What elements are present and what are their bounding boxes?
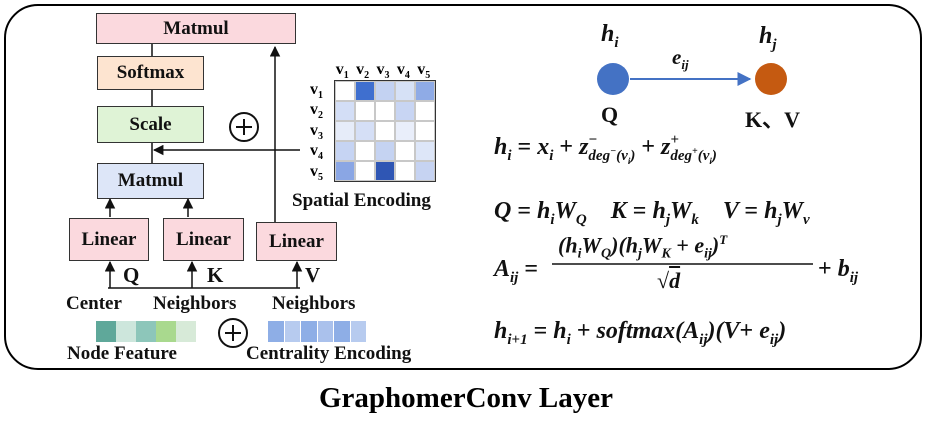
spatial-cell <box>395 101 415 121</box>
equation-3-denominator: √d <box>657 268 681 293</box>
spatial-cell <box>335 141 355 161</box>
spatial-col-labels: v1 v2 v3 v4 v5 <box>332 61 434 82</box>
spatial-cell <box>355 121 375 141</box>
spatial-cell <box>355 141 375 161</box>
node-feature-strip <box>96 321 196 342</box>
spatial-cell <box>415 141 435 161</box>
spatial-cell <box>335 81 355 101</box>
matmul-top-label: Matmul <box>163 17 229 39</box>
input-k-label: K <box>207 263 224 287</box>
edge-label: eij <box>672 45 689 73</box>
softmax-block: Softmax <box>97 56 204 90</box>
centrality-cell <box>350 321 367 342</box>
diagram-frame <box>4 4 922 370</box>
linear-q-block: Linear <box>69 218 149 261</box>
linear-v-label: Linear <box>269 230 324 252</box>
node-j-label: hj <box>759 23 777 53</box>
spatial-cell <box>415 81 435 101</box>
spatial-cell <box>375 141 395 161</box>
spatial-cell <box>395 161 415 181</box>
equation-3-lhs: Aij = <box>494 256 539 286</box>
spatial-row-label: v3 <box>310 121 323 142</box>
scale-label: Scale <box>129 113 172 135</box>
spatial-cell <box>355 161 375 181</box>
neighbors-v-label: Neighbors <box>272 293 356 314</box>
centrality-cell <box>334 321 351 342</box>
linear-q-label: Linear <box>81 228 137 250</box>
spatial-cell <box>415 121 435 141</box>
linear-k-block: Linear <box>163 218 244 261</box>
spatial-cell <box>395 81 415 101</box>
spatial-cell <box>355 101 375 121</box>
spatial-cell <box>355 81 375 101</box>
spatial-row-labels: v1 v2 v3 v4 v5 <box>310 80 332 183</box>
linear-k-label: Linear <box>176 228 231 250</box>
matmul-mid-label: Matmul <box>117 170 184 191</box>
neighbors-k-label: Neighbors <box>153 293 237 314</box>
spatial-col-label: v5 <box>417 61 431 82</box>
add-spatial-icon <box>229 112 259 142</box>
equation-1: hi = xi + z − deg−(vi) + z + deg+(vi) <box>494 132 717 167</box>
spatial-encoding-matrix <box>334 80 436 182</box>
spatial-col-label: v1 <box>335 61 349 82</box>
spatial-row-label: v5 <box>310 162 323 183</box>
spatial-cell <box>335 121 355 141</box>
input-v-label: V <box>305 263 321 287</box>
spatial-cell <box>335 101 355 121</box>
centrality-encoding-label: Centrality Encoding <box>246 343 412 364</box>
spatial-cell <box>375 101 395 121</box>
node-feature-cell <box>96 321 116 342</box>
center-label: Center <box>66 293 122 314</box>
spatial-cell <box>395 141 415 161</box>
node-feature-cell <box>176 321 196 342</box>
spatial-cell <box>415 101 435 121</box>
spatial-row-label: v4 <box>310 142 323 163</box>
centrality-cell <box>268 321 285 342</box>
equation-3-numerator: (hiWQ)(hjWK + eij)T <box>558 232 728 262</box>
node-feature-label: Node Feature <box>67 343 177 364</box>
softmax-label: Softmax <box>116 62 185 83</box>
node-feature-cell <box>116 321 136 342</box>
node-feature-cell <box>156 321 176 342</box>
spatial-row-label: v2 <box>310 101 323 122</box>
centrality-cell <box>284 321 301 342</box>
spatial-cell <box>415 161 435 181</box>
query-label: Q <box>601 102 619 127</box>
equation-2: Q = hiWQ K = hjWk V = hjWv <box>494 198 810 228</box>
spatial-cell <box>335 161 355 181</box>
matmul-top-block: Matmul <box>96 13 296 44</box>
spatial-cell <box>375 81 395 101</box>
graph-node-i <box>597 63 629 95</box>
centrality-cell <box>301 321 318 342</box>
add-centrality-icon <box>218 318 248 348</box>
centrality-cell <box>317 321 334 342</box>
matmul-mid-block: Matmul <box>97 163 204 199</box>
node-feature-cell <box>136 321 156 342</box>
spatial-row-label: v1 <box>310 81 323 102</box>
diagram-title: GraphomerConv Layer <box>319 382 613 414</box>
spatial-cell <box>375 121 395 141</box>
node-i-label: hi <box>601 21 619 51</box>
spatial-col-label: v4 <box>396 61 410 82</box>
spatial-col-label: v3 <box>376 61 390 82</box>
centrality-encoding-strip <box>268 321 367 342</box>
equation-4: hi+1 = hi + softmax(Aij)(V+ eij) <box>494 318 787 348</box>
spatial-col-label: v2 <box>356 61 370 82</box>
equation-3-bias: + bij <box>818 256 859 286</box>
spatial-cell <box>395 121 415 141</box>
spatial-cell <box>375 161 395 181</box>
input-q-label: Q <box>123 263 140 287</box>
spatial-encoding-label: Spatial Encoding <box>292 190 431 211</box>
graph-node-j <box>755 63 787 95</box>
linear-v-block: Linear <box>256 222 337 261</box>
scale-block: Scale <box>97 106 204 143</box>
key-value-label: K、V <box>745 107 801 132</box>
